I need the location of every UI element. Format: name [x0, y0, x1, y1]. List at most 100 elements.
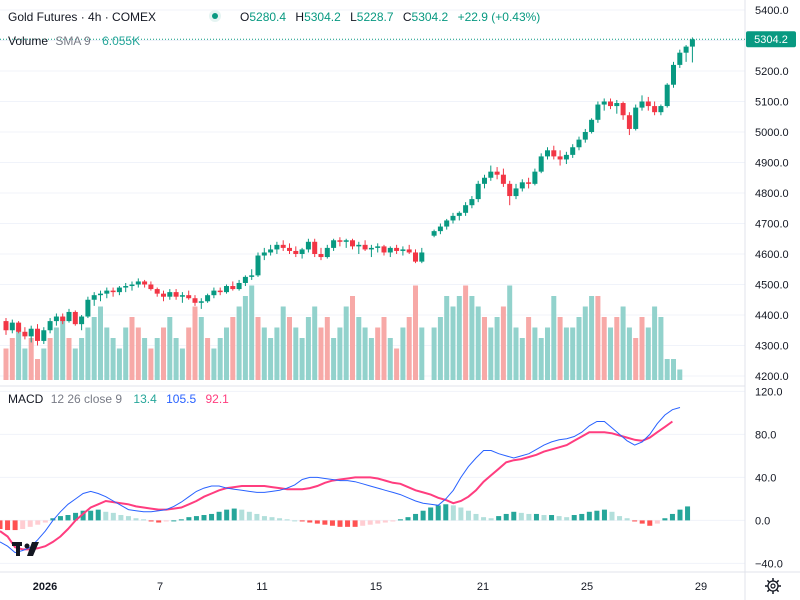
macd-histogram-bar: [141, 519, 147, 521]
volume-bar: [224, 327, 229, 380]
volume-bar: [35, 359, 40, 380]
candle-body: [41, 330, 47, 341]
price-tick-label: 4400.0: [755, 310, 789, 322]
price-axis[interactable]: 5400.05300.05200.05100.05000.04900.04800…: [755, 5, 789, 570]
volume-bar: [614, 317, 620, 380]
volume-bar: [249, 285, 255, 380]
volume-bar: [280, 306, 286, 380]
macd-signal-line: [0, 420, 673, 551]
candle-body: [551, 150, 557, 157]
volume-bar: [500, 306, 506, 380]
macd-histogram-bar: [511, 511, 517, 521]
macd-histogram-bar: [639, 520, 645, 524]
candle-body: [639, 101, 645, 108]
candle-body: [413, 252, 418, 262]
volume-bar: [633, 338, 639, 380]
candle-body: [35, 328, 40, 341]
volume-bar: [469, 296, 475, 380]
volume-bar: [532, 327, 538, 380]
time-tick-label: 2026: [33, 581, 57, 593]
candle-body: [318, 254, 324, 258]
volume-bar: [658, 317, 664, 380]
candle-body: [186, 295, 192, 299]
symbol-title[interactable]: Gold Futures · 4h · COMEX: [8, 10, 156, 24]
candle-body: [532, 171, 538, 184]
volume-legend[interactable]: Volume SMA 9 6.055K: [8, 34, 140, 48]
volume-bar: [79, 338, 85, 380]
macd-histogram-bar: [42, 520, 48, 523]
volume-bar: [268, 338, 274, 380]
volume-bar: [570, 327, 576, 380]
macd-histogram-bar: [88, 510, 94, 521]
macd-histogram-bar: [57, 516, 63, 521]
volume-bar: [381, 317, 387, 380]
macd-histogram-bar: [375, 520, 381, 524]
macd-histogram-bar: [435, 505, 441, 521]
candle-body: [85, 299, 91, 317]
volume-bar: [142, 338, 148, 380]
macd-histogram-bar: [609, 511, 615, 521]
volume-bar: [664, 359, 670, 380]
volume-bar: [375, 327, 381, 380]
candle-body: [255, 255, 261, 276]
candle-body: [381, 246, 387, 253]
macd-histogram-bar: [27, 520, 33, 527]
volume-bar: [494, 317, 500, 380]
volume-bar: [601, 317, 607, 380]
candle-body: [368, 247, 374, 250]
volume-bar: [488, 327, 494, 380]
macd-label: MACD: [8, 392, 44, 406]
candle-body: [167, 292, 173, 297]
candle-body: [47, 321, 53, 331]
candle-body: [22, 331, 28, 337]
settings-gear-icon[interactable]: [765, 578, 781, 594]
macd-histogram-bar: [541, 515, 547, 521]
time-tick-label: 11: [256, 581, 267, 593]
macd-histogram-bar: [12, 520, 18, 531]
candle-body: [192, 298, 198, 303]
macd-histogram-bar: [254, 513, 260, 521]
candle-body: [312, 241, 318, 254]
macd-histogram-bar: [594, 510, 600, 521]
volume-bar: [595, 296, 601, 380]
candle-body: [608, 101, 613, 107]
last-price-label: 5304.2: [754, 34, 788, 46]
candle-body: [419, 252, 425, 262]
candle-body: [129, 284, 135, 287]
macd-histogram-bar: [118, 515, 124, 521]
volume-bar: [324, 317, 330, 380]
macd-histogram-bar: [269, 517, 275, 521]
macd-histogram-bar: [307, 520, 313, 523]
tradingview-logo[interactable]: [12, 542, 39, 556]
macd-tick-label: 80.0: [755, 429, 776, 441]
macd-pane: [0, 407, 691, 554]
macd-histogram-bar: [662, 518, 668, 521]
time-axis[interactable]: 2026 7 11 15 21 25 29: [33, 581, 707, 593]
price-tick-label: 5100.0: [755, 97, 789, 109]
macd-histogram-bar: [518, 512, 524, 521]
price-tick-label: 4300.0: [755, 341, 789, 353]
candle-body: [507, 183, 513, 197]
volume-bar: [507, 285, 513, 380]
candle-body: [305, 241, 311, 250]
candle-body: [582, 132, 588, 140]
volume-value: 6.055K: [102, 34, 140, 48]
volume-bar: [47, 338, 53, 380]
volume-bar: [482, 317, 487, 380]
macd-histogram-bar: [261, 516, 267, 521]
macd-histogram-bar: [564, 517, 570, 521]
macd-histogram-bar: [224, 509, 230, 521]
volume-bar: [91, 317, 97, 380]
macd-histogram-bar: [443, 504, 449, 521]
volume-bar: [66, 338, 72, 380]
volume-bar: [9, 338, 15, 380]
macd-histogram-bar: [103, 511, 109, 521]
macd-histogram-bar: [533, 513, 539, 521]
volume-bar: [186, 327, 192, 380]
macd-histogram-bar: [73, 512, 79, 521]
candle-body: [437, 226, 443, 232]
macd-legend[interactable]: MACD 12 26 close 9 13.4 105.5 92.1: [8, 392, 229, 406]
market-status-dot[interactable]: [212, 13, 218, 19]
candle-body: [135, 281, 141, 285]
